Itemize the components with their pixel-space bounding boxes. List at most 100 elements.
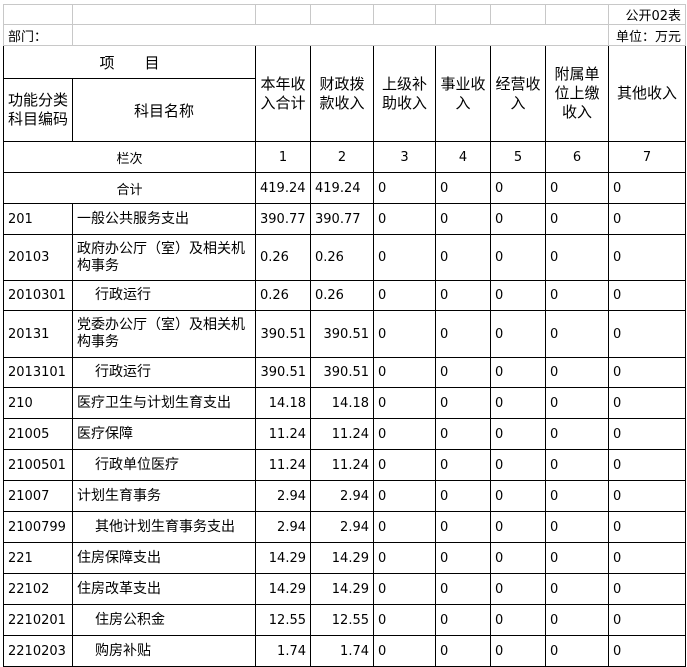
col-index-cell: 4	[435, 141, 491, 173]
value-cell: 0	[608, 542, 686, 574]
table-row: 20103 政府办公厅（室）及相关机构事务 0.26 0.26 0 0 0 0 0	[3, 234, 686, 281]
table-row: 2210201 住房公积金 12.55 12.55 0 0 0 0 0	[3, 604, 686, 636]
value-cell: 0	[545, 280, 609, 311]
value-cell: 2.94	[310, 511, 374, 543]
code-cell: 2210203	[3, 635, 73, 667]
name-cell: 住房改革支出	[72, 573, 256, 605]
value-cell: 0	[373, 310, 436, 358]
name-cell: 行政运行	[72, 280, 256, 311]
col-header: 事业收入	[435, 45, 491, 142]
value-cell: 0	[490, 234, 546, 281]
value-cell: 0	[608, 280, 686, 311]
col-index-label: 栏次	[3, 141, 256, 173]
code-cell: 20131	[3, 310, 73, 358]
value-cell: 0	[490, 310, 546, 358]
value-cell: 0	[490, 449, 546, 481]
value-cell: 11.24	[310, 418, 374, 450]
table-row: 2100799 其他计划生育事务支出 2.94 2.94 0 0 0 0 0	[3, 511, 686, 543]
name-header: 科目名称	[72, 78, 256, 142]
name-cell: 医疗卫生与计划生育支出	[72, 387, 256, 419]
value-cell: 0	[545, 357, 609, 388]
table-row: 2100501 行政单位医疗 11.24 11.24 0 0 0 0 0	[3, 449, 686, 481]
total-cell: 0	[373, 172, 436, 204]
name-cell: 党委办公厅（室）及相关机构事务	[72, 310, 256, 358]
col-header: 财政拨款收入	[310, 45, 374, 142]
value-cell: 14.18	[255, 387, 311, 419]
value-cell: 0	[435, 418, 491, 450]
col-index-cell: 2	[310, 141, 374, 173]
value-cell: 0	[545, 234, 609, 281]
dept-label: 部门：	[3, 24, 73, 46]
value-cell: 0	[608, 604, 686, 636]
value-cell: 2.94	[255, 480, 311, 512]
value-cell: 0.26	[255, 280, 311, 311]
value-cell: 0	[608, 310, 686, 358]
value-cell: 390.51	[255, 310, 311, 358]
value-cell: 0	[545, 604, 609, 636]
value-cell: 0	[435, 635, 491, 667]
value-cell: 0	[435, 357, 491, 388]
value-cell: 0	[373, 604, 436, 636]
value-cell: 0	[373, 480, 436, 512]
col-index-cell: 7	[608, 141, 686, 173]
value-cell: 0	[435, 234, 491, 281]
code-cell: 2210201	[3, 604, 73, 636]
value-cell: 2.94	[310, 480, 374, 512]
value-cell: 0	[490, 387, 546, 419]
value-cell: 0	[545, 542, 609, 574]
table-row: 221 住房保障支出 14.29 14.29 0 0 0 0 0	[3, 542, 686, 574]
name-cell: 一般公共服务支出	[72, 203, 256, 235]
code-cell: 201	[3, 203, 73, 235]
code-cell: 21007	[3, 480, 73, 512]
value-cell: 0	[435, 280, 491, 311]
value-cell: 2.94	[255, 511, 311, 543]
name-cell: 计划生育事务	[72, 480, 256, 512]
value-cell: 0	[545, 310, 609, 358]
value-cell: 0	[373, 573, 436, 605]
value-cell: 14.29	[310, 542, 374, 574]
name-cell: 政府办公厅（室）及相关机构事务	[72, 234, 256, 281]
total-row: 合计 419.24 419.24 0 0 0 0 0	[3, 172, 686, 204]
code-cell: 2013101	[3, 357, 73, 388]
value-cell: 0	[490, 604, 546, 636]
value-cell: 11.24	[255, 449, 311, 481]
name-cell: 其他计划生育事务支出	[72, 511, 256, 543]
name-cell: 行政单位医疗	[72, 449, 256, 481]
table-row: 2013101 行政运行 390.51 390.51 0 0 0 0 0	[3, 357, 686, 388]
value-cell: 0	[435, 310, 491, 358]
unit-label: 单位：万元	[608, 24, 686, 46]
item-header: 项 目	[3, 45, 256, 79]
value-cell: 0	[545, 573, 609, 605]
value-cell: 0	[545, 635, 609, 667]
value-cell: 390.77	[310, 203, 374, 235]
value-cell: 0	[435, 203, 491, 235]
value-cell: 0	[608, 573, 686, 605]
value-cell: 0	[373, 280, 436, 311]
value-cell: 14.18	[310, 387, 374, 419]
col-header: 附属单位上缴收入	[545, 45, 609, 142]
value-cell: 0	[545, 387, 609, 419]
code-cell: 2010301	[3, 280, 73, 311]
value-cell: 0	[490, 480, 546, 512]
code-header: 功能分类科目编码	[3, 78, 73, 142]
value-cell: 11.24	[310, 449, 374, 481]
value-cell: 0	[373, 635, 436, 667]
value-cell: 0	[490, 280, 546, 311]
value-cell: 0	[545, 511, 609, 543]
col-index-cell: 1	[255, 141, 311, 173]
value-cell: 14.29	[255, 573, 311, 605]
code-cell: 21005	[3, 418, 73, 450]
value-cell: 0	[373, 449, 436, 481]
value-cell: 0	[490, 203, 546, 235]
col-header: 其他收入	[608, 45, 686, 142]
value-cell: 0	[545, 480, 609, 512]
value-cell: 0.26	[310, 234, 374, 281]
value-cell: 0	[608, 357, 686, 388]
table-row: 210 医疗卫生与计划生育支出 14.18 14.18 0 0 0 0 0	[3, 387, 686, 419]
table-row: 201 一般公共服务支出 390.77 390.77 0 0 0 0 0	[3, 203, 686, 235]
value-cell: 0	[373, 542, 436, 574]
total-cell: 419.24	[310, 172, 374, 204]
col-header: 上级补助收入	[373, 45, 436, 142]
income-table: 公开02表 部门： 单位：万元 项 目 本年收入合计 财政拨款收入 上级补助收入…	[3, 4, 686, 667]
table-row: 2210203 购房补贴 1.74 1.74 0 0 0 0 0	[3, 635, 686, 667]
